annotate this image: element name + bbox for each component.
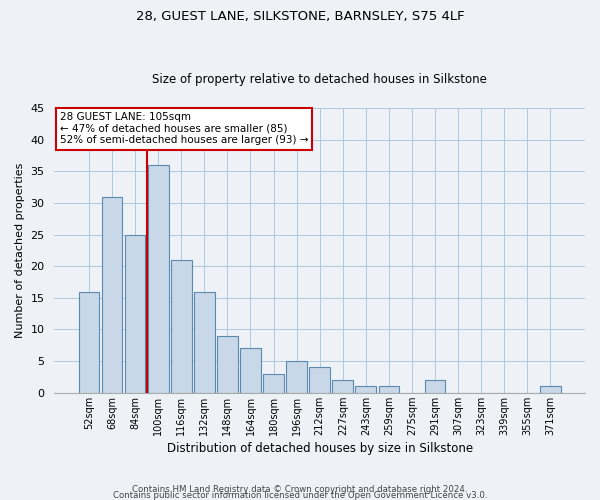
Bar <box>217 336 238 393</box>
Bar <box>540 386 561 393</box>
Text: Contains HM Land Registry data © Crown copyright and database right 2024.: Contains HM Land Registry data © Crown c… <box>132 484 468 494</box>
Bar <box>286 361 307 393</box>
Text: 28 GUEST LANE: 105sqm
← 47% of detached houses are smaller (85)
52% of semi-deta: 28 GUEST LANE: 105sqm ← 47% of detached … <box>60 112 308 146</box>
Bar <box>332 380 353 393</box>
Bar <box>194 292 215 393</box>
Bar <box>101 196 122 393</box>
Text: 28, GUEST LANE, SILKSTONE, BARNSLEY, S75 4LF: 28, GUEST LANE, SILKSTONE, BARNSLEY, S75… <box>136 10 464 23</box>
Bar <box>263 374 284 393</box>
X-axis label: Distribution of detached houses by size in Silkstone: Distribution of detached houses by size … <box>167 442 473 455</box>
Bar <box>79 292 99 393</box>
Bar <box>148 165 169 393</box>
Bar <box>125 234 145 393</box>
Bar <box>355 386 376 393</box>
Bar <box>171 260 191 393</box>
Text: Contains public sector information licensed under the Open Government Licence v3: Contains public sector information licen… <box>113 490 487 500</box>
Bar <box>425 380 445 393</box>
Bar <box>379 386 400 393</box>
Y-axis label: Number of detached properties: Number of detached properties <box>15 162 25 338</box>
Bar <box>240 348 261 393</box>
Title: Size of property relative to detached houses in Silkstone: Size of property relative to detached ho… <box>152 73 487 86</box>
Bar <box>310 368 330 393</box>
